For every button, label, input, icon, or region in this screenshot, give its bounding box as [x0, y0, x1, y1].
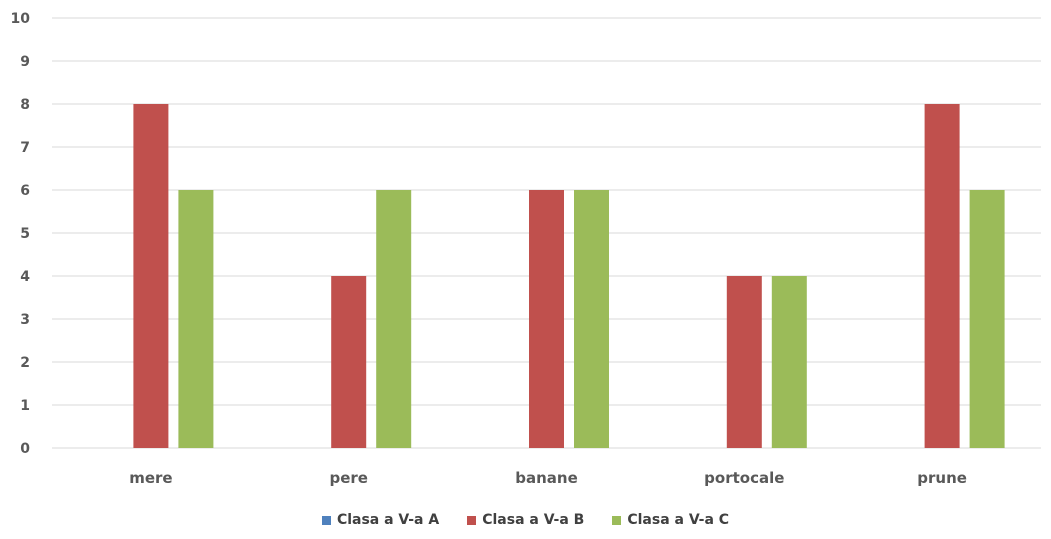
legend-label: Clasa a V-a B [482, 512, 585, 528]
legend: Clasa a V-a A Clasa a V-a B Clasa a V-a C [0, 512, 1051, 528]
y-tick-label: 1 [20, 398, 30, 414]
y-tick-label: 7 [20, 140, 30, 156]
legend-item-2: Clasa a V-a B [467, 512, 584, 528]
bar-portocale-series-2 [726, 276, 762, 448]
bar-banane-series-2 [529, 190, 564, 448]
legend-swatch [321, 515, 331, 525]
bar-pere-series-2 [331, 276, 367, 448]
x-axis-tick-labels: mere pere banane portocale prune [129, 469, 967, 487]
y-tick-label: 3 [20, 312, 30, 328]
x-tick-label-prune: prune [917, 469, 967, 487]
y-tick-label: 5 [20, 226, 30, 242]
bar-portocale-series-3 [771, 276, 807, 448]
y-tick-label: 4 [20, 269, 30, 285]
bars [133, 104, 1005, 448]
legend-item-1: Clasa a V-a A [321, 512, 440, 528]
x-tick-label-portocale: portocale [704, 469, 784, 487]
y-tick-label: 10 [11, 11, 31, 27]
bar-prune-series-2 [924, 104, 960, 448]
bar-pere-series-3 [376, 190, 412, 448]
legend-label: Clasa a V-a A [336, 512, 440, 528]
x-tick-label-banane: banane [515, 469, 578, 487]
y-axis-tick-labels: 0 1 2 3 4 5 6 7 8 9 10 [11, 11, 31, 457]
legend-item-3: Clasa a V-a C [612, 512, 729, 528]
legend-swatch [612, 515, 622, 525]
bar-prune-series-3 [969, 190, 1005, 448]
y-tick-label: 2 [20, 355, 30, 371]
legend-label: Clasa a V-a C [627, 512, 730, 528]
y-tick-label: 0 [20, 441, 30, 457]
legend-swatch [467, 515, 477, 525]
y-tick-label: 8 [20, 97, 30, 113]
bar-mere-series-3 [178, 190, 214, 448]
bar-banane-series-3 [574, 190, 609, 448]
x-tick-label-mere: mere [129, 469, 172, 487]
x-tick-label-pere: pere [329, 469, 367, 487]
y-tick-label: 6 [20, 183, 30, 199]
bar-mere-series-2 [133, 104, 169, 448]
y-tick-label: 9 [20, 54, 30, 70]
